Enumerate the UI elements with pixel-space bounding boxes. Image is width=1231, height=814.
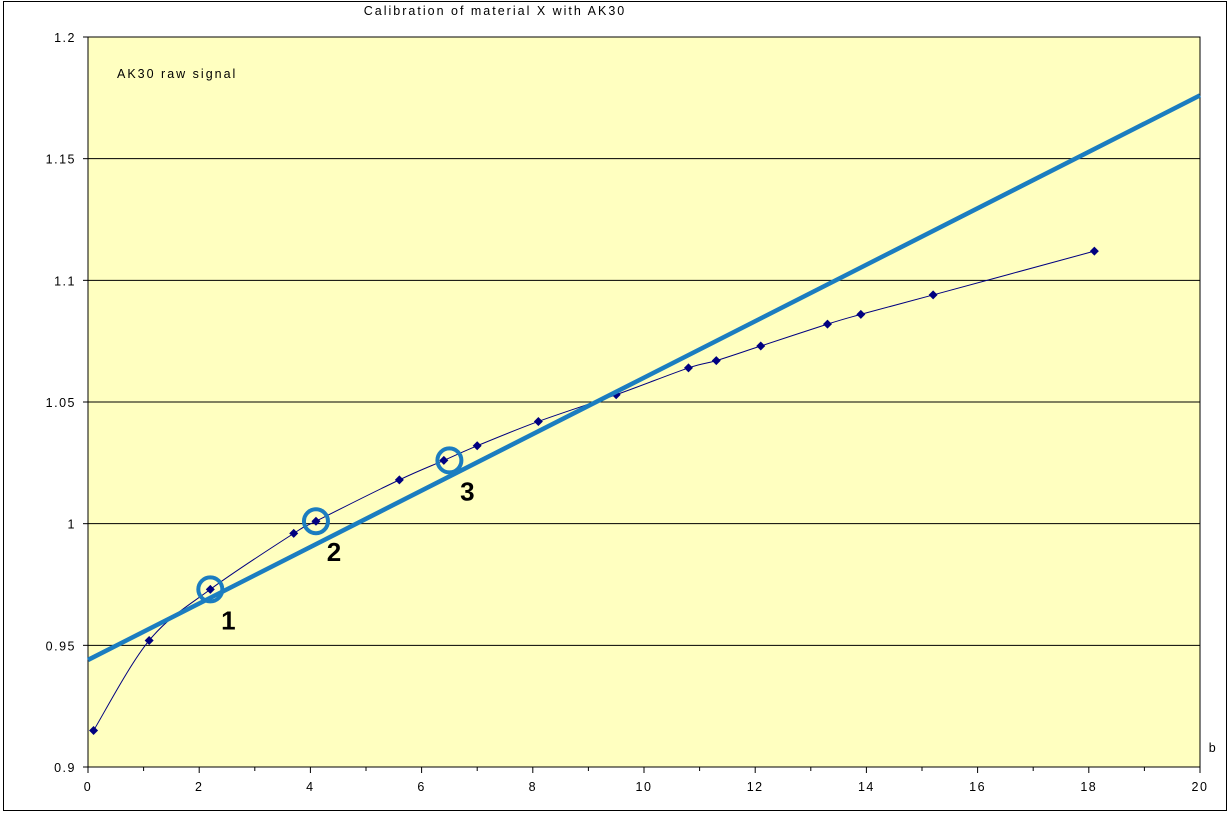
data-point [472,441,482,451]
highlight-layer: 1 2 3 [196,446,475,635]
data-point [205,584,215,594]
series-layer [86,93,1202,735]
y-tick-label: 1 [68,518,76,532]
fit-line [86,93,1202,662]
x-tick-label: 18 [1080,780,1097,794]
x-tick-label: 10 [636,780,653,794]
x-tick-label: 16 [969,780,986,794]
x-tick-label: 0 [84,780,92,794]
highlight-circle [435,446,464,475]
x-tick-label: 8 [529,780,537,794]
data-point [756,341,766,351]
highlight-label: 2 [327,537,341,567]
data-point [928,290,938,300]
data-point [1089,246,1099,256]
x-tick-label: 6 [417,780,425,794]
x-tick-label: 12 [747,780,764,794]
data-point [683,363,693,373]
data-point [89,726,99,735]
data-point [711,356,721,366]
data-point [394,475,404,485]
y-tick-label: 1.05 [46,396,76,410]
data-point [311,516,321,526]
y-axis: 0.9 0.95 1 1.05 1.1 1.15 1.2 [46,31,88,775]
x-tick-label: 20 [1192,780,1209,794]
highlight-label: 3 [460,476,474,506]
data-point [144,635,154,645]
x-axis: 0 2 4 6 8 10 12 14 16 18 20 [84,767,1209,794]
y-tick-label: 0.95 [46,639,76,653]
chart-title: Calibration of material X with AK30 [364,4,626,18]
y-tick-label: 1.15 [46,153,76,167]
data-point [289,528,299,538]
annotation-label: AK30 raw signal [117,67,237,81]
x-tick-label: 4 [306,780,314,794]
highlight-circle [196,575,225,604]
data-point [822,319,832,329]
data-point [439,455,449,465]
y-tick-label: 1.1 [54,274,76,288]
data-point [533,416,543,426]
x-tick-label: 14 [858,780,875,794]
highlight-circle [301,507,330,536]
gridlines [88,36,1200,768]
x-axis-label: b [1209,741,1217,755]
highlight-label: 1 [221,605,235,635]
x-tick-label: 2 [195,780,203,794]
y-tick-label: 1.2 [54,31,76,45]
y-tick-label: 0.9 [54,761,76,775]
data-point [856,309,866,319]
